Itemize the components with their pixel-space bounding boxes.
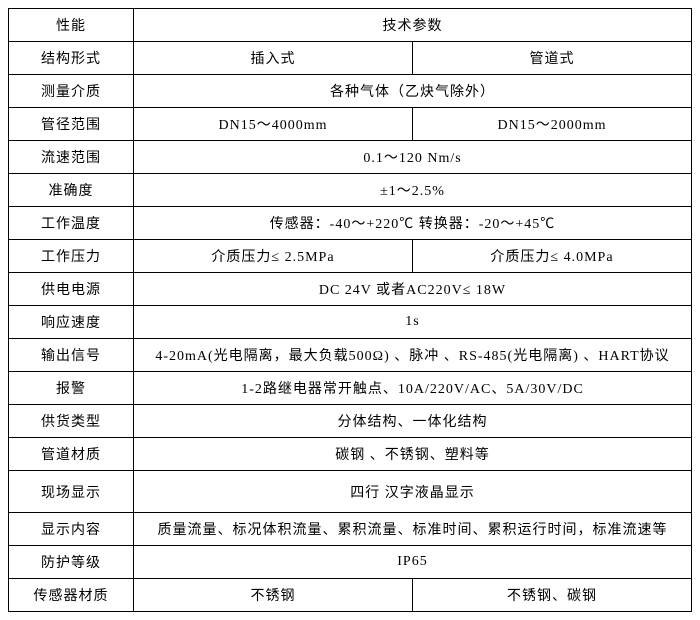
row-label: 管径范围 [9,108,134,141]
table-row: 供电电源DC 24V 或者AC220V≤ 18W [9,273,692,306]
row-label: 防护等级 [9,546,134,579]
row-label: 结构形式 [9,42,134,75]
row-value: 1s [134,306,692,339]
row-value-right: 介质压力≤ 4.0MPa [413,240,692,273]
row-value: 1-2路继电器常开触点、10A/220V/AC、5A/30V/DC [134,372,692,405]
table-row: 测量介质各种气体（乙炔气除外） [9,75,692,108]
row-label: 流速范围 [9,141,134,174]
row-label: 管道材质 [9,438,134,471]
table-row: 防护等级IP65 [9,546,692,579]
row-label: 供货类型 [9,405,134,438]
row-value-right: 不锈钢、碳钢 [413,579,692,612]
table-row: 管道材质碳钢 、不锈钢、塑料等 [9,438,692,471]
table-row: 准确度±1～2.5% [9,174,692,207]
row-value: 0.1～120 Nm/s [134,141,692,174]
row-value: DC 24V 或者AC220V≤ 18W [134,273,692,306]
table-row: 报警1-2路继电器常开触点、10A/220V/AC、5A/30V/DC [9,372,692,405]
row-value-right: DN15～2000mm [413,108,692,141]
row-value: IP65 [134,546,692,579]
table-row: 输出信号4-20mA(光电隔离，最大负载500Ω) 、脉冲 、RS-485(光电… [9,339,692,372]
row-label: 响应速度 [9,306,134,339]
table-row: 供货类型分体结构、一体化结构 [9,405,692,438]
row-label: 准确度 [9,174,134,207]
table-row: 工作温度传感器：-40～+220℃ 转换器：-20～+45℃ [9,207,692,240]
row-label: 输出信号 [9,339,134,372]
row-value: 四行 汉字液晶显示 [134,471,692,513]
row-value-left: 插入式 [134,42,413,75]
spec-table: 性能技术参数结构形式插入式管道式测量介质各种气体（乙炔气除外）管径范围DN15～… [8,8,692,612]
row-value: 质量流量、标况体积流量、累积流量、标准时间、累积运行时间，标准流速等 [134,513,692,546]
row-value-left: DN15～4000mm [134,108,413,141]
row-value: 4-20mA(光电隔离，最大负载500Ω) 、脉冲 、RS-485(光电隔离) … [134,339,692,372]
table-row: 管径范围DN15～4000mmDN15～2000mm [9,108,692,141]
table-row: 结构形式插入式管道式 [9,42,692,75]
row-value-left: 不锈钢 [134,579,413,612]
row-label: 传感器材质 [9,579,134,612]
row-label: 供电电源 [9,273,134,306]
row-label: 现场显示 [9,471,134,513]
table-row: 传感器材质不锈钢不锈钢、碳钢 [9,579,692,612]
table-row: 工作压力介质压力≤ 2.5MPa介质压力≤ 4.0MPa [9,240,692,273]
row-value: 传感器：-40～+220℃ 转换器：-20～+45℃ [134,207,692,240]
row-value: ±1～2.5% [134,174,692,207]
row-label: 显示内容 [9,513,134,546]
table-row: 响应速度1s [9,306,692,339]
row-value-left: 介质压力≤ 2.5MPa [134,240,413,273]
row-label: 测量介质 [9,75,134,108]
row-value: 分体结构、一体化结构 [134,405,692,438]
row-value: 技术参数 [134,9,692,42]
row-value-right: 管道式 [413,42,692,75]
table-row: 性能技术参数 [9,9,692,42]
row-value: 各种气体（乙炔气除外） [134,75,692,108]
table-row: 现场显示四行 汉字液晶显示 [9,471,692,513]
row-label: 性能 [9,9,134,42]
row-label: 报警 [9,372,134,405]
table-row: 流速范围0.1～120 Nm/s [9,141,692,174]
row-label: 工作压力 [9,240,134,273]
row-label: 工作温度 [9,207,134,240]
table-row: 显示内容质量流量、标况体积流量、累积流量、标准时间、累积运行时间，标准流速等 [9,513,692,546]
row-value: 碳钢 、不锈钢、塑料等 [134,438,692,471]
